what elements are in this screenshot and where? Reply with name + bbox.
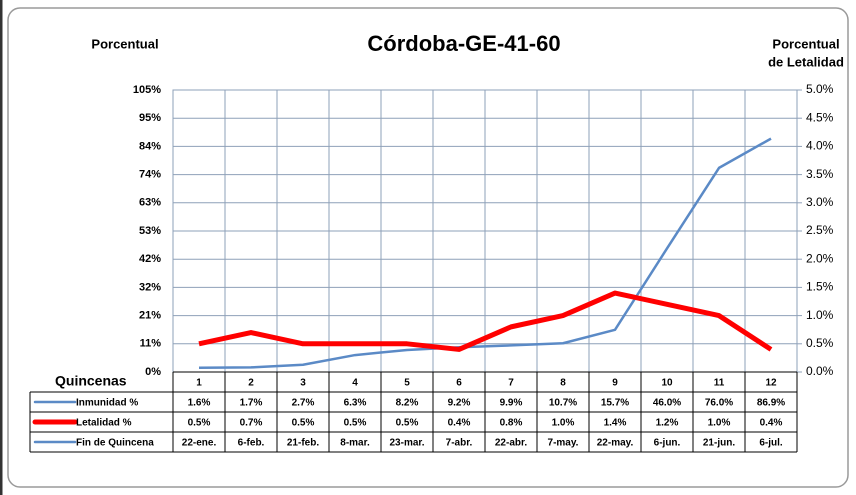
data-table-cell: 0.5%: [188, 418, 211, 429]
x-tick-label: 9: [612, 378, 618, 389]
data-table-cell: 0.8%: [500, 418, 523, 429]
chart-frame: [7, 7, 849, 488]
data-table-cell: 15.7%: [601, 398, 629, 409]
y-tick-label: 0%: [145, 366, 161, 378]
x-axis-label: Quincenas: [55, 373, 127, 389]
data-table-cell: 10.7%: [549, 398, 577, 409]
data-table-cell: 7-may.: [548, 438, 579, 449]
data-table-cell: 6-jun.: [654, 438, 681, 449]
x-tick-label: 5: [404, 378, 410, 389]
x-tick-label: 12: [765, 378, 777, 389]
x-tick-label: 10: [661, 378, 673, 389]
y-tick-label: 63%: [139, 197, 161, 209]
data-table-cell: 1.0%: [708, 418, 731, 429]
data-table-cell: 46.0%: [653, 398, 681, 409]
data-table-cell: 86.9%: [757, 398, 785, 409]
y2-tick-label: 3.5%: [806, 167, 834, 181]
x-tick-label: 11: [714, 378, 725, 389]
data-table-cell: 0.5%: [292, 418, 315, 429]
data-table-cell: 6-feb.: [238, 438, 265, 449]
data-table-cell: 6.3%: [344, 398, 367, 409]
y2-tick-label: 0.0%: [806, 364, 834, 378]
data-table-cell: 1.2%: [656, 418, 679, 429]
data-table-cell: 1.7%: [240, 398, 263, 409]
y-tick-label: 53%: [139, 225, 161, 237]
data-table-cell: 1.0%: [552, 418, 575, 429]
y2-tick-label: 2.5%: [806, 223, 834, 237]
data-table-cell: 22-abr.: [495, 438, 527, 449]
x-tick-label: 8: [560, 378, 566, 389]
y2-tick-label: 1.5%: [806, 280, 834, 294]
y-tick-label: 21%: [139, 310, 161, 322]
y2-tick-label: 1.0%: [806, 308, 834, 322]
chart-title: Córdoba-GE-41-60: [367, 31, 560, 56]
data-table-cell: 22-may.: [597, 438, 634, 449]
y2-tick-label: 4.0%: [806, 139, 834, 153]
data-table-cell: 0.4%: [448, 418, 471, 429]
data-table-cell: 9.2%: [448, 398, 471, 409]
data-table-cell: 21-feb.: [287, 438, 319, 449]
data-table-cell: 76.0%: [705, 398, 733, 409]
data-table-cell: 23-mar.: [389, 438, 424, 449]
data-table-cell: 8-mar.: [340, 438, 370, 449]
data-table-cell: 0.7%: [240, 418, 263, 429]
data-table-cell: 1.6%: [188, 398, 211, 409]
data-table-cell: 7-abr.: [446, 438, 473, 449]
x-tick-label: 6: [456, 378, 462, 389]
data-table-cell: 0.5%: [344, 418, 367, 429]
data-table-cell: 8.2%: [396, 398, 419, 409]
y-tick-label: 11%: [140, 338, 162, 350]
y-tick-label: 74%: [139, 169, 161, 181]
x-tick-label: 2: [248, 378, 254, 389]
data-table-cell: 9.9%: [500, 398, 523, 409]
y2-tick-label: 4.5%: [806, 110, 834, 124]
y-tick-label: 105%: [133, 84, 161, 96]
y2-tick-label: 2.0%: [806, 251, 834, 265]
data-table-cell: 1.4%: [604, 418, 627, 429]
y2-tick-label: 0.5%: [806, 336, 834, 350]
x-tick-label: 7: [508, 378, 514, 389]
data-table-cell: 21-jun.: [703, 438, 735, 449]
y2-axis-label: Porcentual: [772, 36, 839, 51]
y-tick-label: 95%: [139, 112, 161, 124]
y2-tick-label: 5.0%: [806, 82, 834, 96]
y-axis-label: Porcentual: [91, 36, 158, 51]
x-tick-label: 4: [352, 378, 358, 389]
legend-label: Letalidad %: [76, 418, 132, 429]
y2-axis-label: de Letalidad: [768, 54, 844, 69]
data-table-cell: 6-jul.: [759, 438, 783, 449]
series-line: [198, 137, 772, 369]
y-tick-label: 84%: [139, 140, 161, 152]
y2-tick-label: 3.0%: [806, 195, 834, 209]
legend-label: Inmunidad %: [76, 398, 138, 409]
data-table-cell: 2.7%: [292, 398, 315, 409]
x-tick-label: 3: [300, 378, 306, 389]
y-tick-label: 42%: [139, 253, 161, 265]
data-table-cell: 0.4%: [760, 418, 783, 429]
y-tick-label: 32%: [139, 281, 161, 293]
legend-label: Fin de Quincena: [76, 438, 154, 449]
x-tick-label: 1: [196, 378, 202, 389]
data-table-cell: 22-ene.: [182, 438, 217, 449]
data-table-cell: 0.5%: [396, 418, 419, 429]
series-line: [198, 290, 773, 352]
